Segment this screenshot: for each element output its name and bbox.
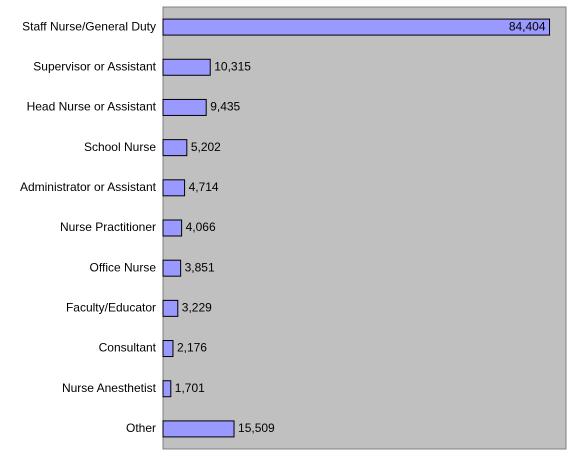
y-tick-label: Faculty/Educator — [66, 301, 156, 315]
bar — [162, 58, 211, 76]
bar — [162, 219, 183, 237]
value-label: 15,509 — [238, 421, 275, 435]
bar — [162, 18, 551, 36]
y-tick-label: Consultant — [99, 341, 157, 355]
value-label: 3,851 — [185, 260, 215, 274]
bar — [162, 259, 182, 277]
bar — [162, 139, 188, 157]
bar — [162, 380, 172, 398]
y-tick-label: Nurse Anesthetist — [62, 381, 157, 395]
y-tick-label: Administrator or Assistant — [20, 180, 157, 194]
value-label: 3,229 — [182, 301, 212, 315]
y-tick-label: School Nurse — [84, 140, 156, 154]
value-label: 10,315 — [214, 59, 251, 73]
value-label: 84,404 — [509, 19, 546, 33]
y-tick-label: Staff Nurse/General Duty — [22, 19, 156, 33]
y-tick-label: Office Nurse — [90, 260, 157, 274]
bar — [162, 299, 179, 317]
plot-area — [162, 6, 567, 450]
value-label: 2,176 — [177, 341, 207, 355]
value-label: 1,701 — [175, 381, 205, 395]
bar — [162, 340, 174, 358]
y-tick-label: Other — [126, 421, 156, 435]
bar — [162, 179, 186, 197]
y-tick-label: Supervisor or Assistant — [33, 59, 156, 73]
bar — [162, 420, 235, 438]
value-label: 5,202 — [191, 140, 221, 154]
value-label: 4,714 — [189, 180, 219, 194]
bar — [162, 98, 207, 116]
value-label: 9,435 — [210, 100, 240, 114]
y-tick-label: Head Nurse or Assistant — [27, 100, 157, 114]
y-tick-label: Nurse Practitioner — [60, 220, 156, 234]
value-label: 4,066 — [186, 220, 216, 234]
